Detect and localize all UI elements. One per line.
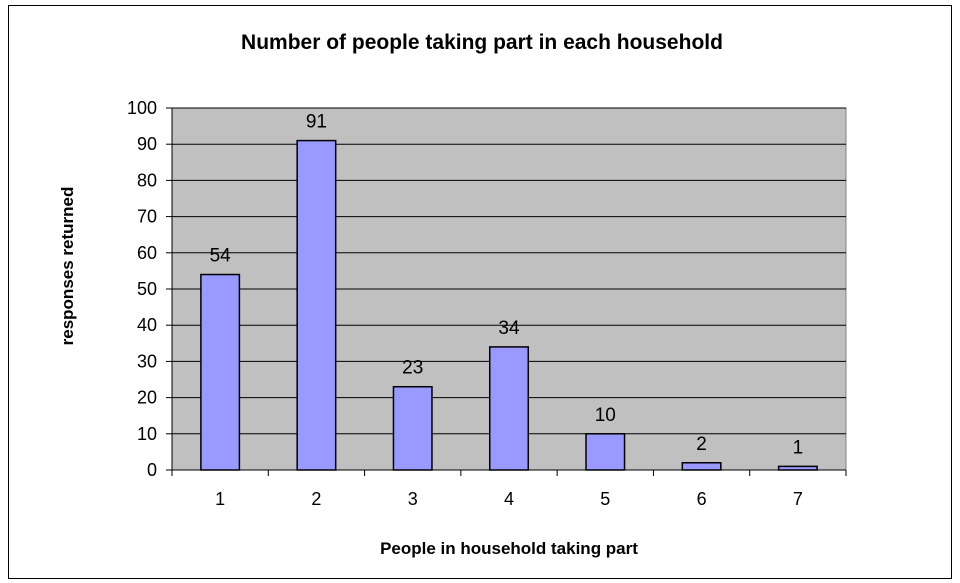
y-tick-label: 20: [137, 388, 157, 408]
y-tick-label: 70: [137, 207, 157, 227]
y-tick-label: 30: [137, 351, 157, 371]
y-tick-label: 90: [137, 134, 157, 154]
bar-4: [488, 346, 530, 471]
x-tick-label: 1: [215, 489, 225, 509]
bar-5: [585, 433, 626, 471]
x-tick-label: 3: [408, 489, 418, 509]
bars: [200, 139, 818, 471]
data-label: 54: [210, 246, 232, 267]
x-tick-label: 2: [311, 489, 321, 509]
x-tick-label: 6: [697, 489, 707, 509]
x-tick-label: 7: [793, 489, 803, 509]
data-label: 91: [306, 112, 327, 133]
x-tick-label: 5: [600, 489, 610, 509]
bar-6: [681, 462, 722, 471]
data-label: 1: [793, 437, 804, 458]
bar-2: [296, 139, 337, 471]
bar-7: [777, 465, 818, 471]
data-label: 10: [595, 405, 616, 426]
data-labels: 54 91 23 34 10 2 1: [210, 112, 804, 459]
y-axis: 0 10 20 30 40 50 60 70 80 90 100: [127, 98, 173, 480]
y-tick-label: 40: [137, 315, 157, 335]
y-tick-label: 10: [137, 424, 157, 444]
data-label: 2: [696, 434, 707, 455]
y-axis-title: responses returned: [58, 187, 77, 346]
bar-1: [200, 273, 241, 471]
y-tick-label: 0: [147, 460, 157, 480]
x-axis-title: People in household taking part: [380, 539, 638, 558]
x-tick-label: 4: [504, 489, 514, 509]
x-axis: 1 2 3 4 5 6 7: [171, 469, 847, 509]
y-tick-label: 80: [137, 170, 157, 190]
chart-title: Number of people taking part in each hou…: [241, 31, 723, 54]
bar-3: [392, 385, 433, 471]
y-tick-label: 60: [137, 243, 157, 263]
data-label: 23: [402, 358, 423, 379]
y-tick-label: 100: [127, 98, 157, 118]
data-label: 34: [498, 318, 520, 339]
y-tick-label: 50: [137, 279, 157, 299]
